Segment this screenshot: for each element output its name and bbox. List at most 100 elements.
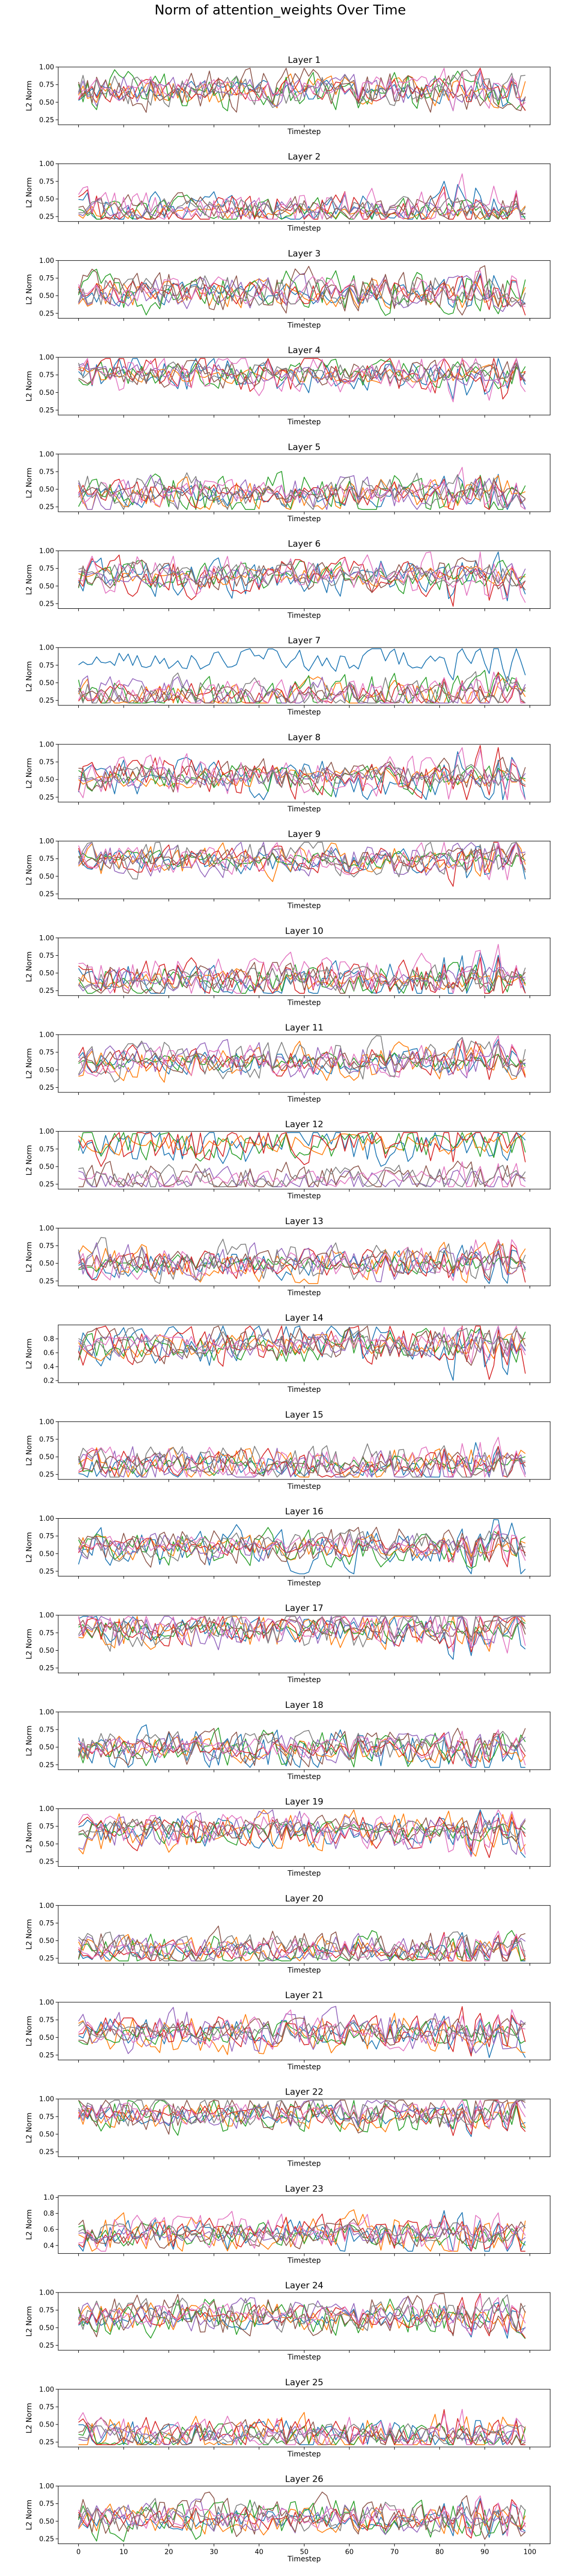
panel-layer-15: Layer 15 0.25 0.50 0.75 1.00 L2 Norm Timestep xyxy=(25,1410,551,1491)
y-axis-label: L2 Norm xyxy=(25,1822,33,1853)
series-line-8 xyxy=(78,275,526,308)
y-tick-label: 0.75 xyxy=(39,1726,54,1734)
series-line-6 xyxy=(78,359,526,389)
series-line-4 xyxy=(78,1811,526,1858)
series-line-2 xyxy=(78,2503,526,2536)
y-tick-label: 0.50 xyxy=(39,873,54,880)
series-group xyxy=(78,1132,526,1187)
panel-layer-26: Layer 26 0.25 0.50 0.75 1.00 L2 Norm 0 10 20 30 40… xyxy=(25,2474,551,2564)
y-tick-label: 0.50 xyxy=(39,2518,54,2525)
series-line-3 xyxy=(78,1619,526,1643)
panel-title: Layer 4 xyxy=(288,345,321,356)
x-axis-label: Timestep xyxy=(287,2555,321,2564)
panel-layer-19: Layer 19 0.25 0.50 0.75 1.00 L2 Norm Timestep xyxy=(25,1797,551,1878)
y-axis-label: L2 Norm xyxy=(25,1629,33,1659)
series-line-5 xyxy=(78,1166,526,1187)
series-line-8 xyxy=(78,2222,526,2243)
y-tick-label: 0.25 xyxy=(39,600,54,608)
series-line-1 xyxy=(78,952,526,994)
y-tick-label: 0.75 xyxy=(39,855,54,863)
panel-title: Layer 23 xyxy=(285,2184,323,2194)
series-line-7 xyxy=(78,944,526,994)
series-line-2 xyxy=(78,364,526,384)
series-line-1 xyxy=(78,1325,526,1381)
panel-title: Layer 14 xyxy=(285,1313,323,1323)
y-tick-label: 1.00 xyxy=(39,644,54,652)
series-line-7 xyxy=(78,1809,526,1857)
y-tick-label: 1.00 xyxy=(39,354,54,362)
y-tick-label: 0.50 xyxy=(39,389,54,397)
x-axis-label: Timestep xyxy=(287,2160,321,2168)
panel-title: Layer 10 xyxy=(285,926,323,936)
y-tick-label: 1.00 xyxy=(39,1128,54,1136)
series-line-8 xyxy=(78,1443,525,1478)
panel-title: Layer 17 xyxy=(285,1603,323,1614)
series-line-8 xyxy=(78,70,525,108)
series-line-5 xyxy=(78,199,526,219)
y-tick-label: 0.25 xyxy=(39,697,54,705)
panel-title: Layer 11 xyxy=(285,1023,323,1033)
series-line-6 xyxy=(78,2218,526,2250)
series-line-8 xyxy=(78,2498,526,2534)
series-line-8 xyxy=(78,472,526,510)
series-line-2 xyxy=(78,475,526,510)
y-axis-label: L2 Norm xyxy=(25,1242,33,1272)
panel-layer-22: Layer 22 0.25 0.50 0.75 1.00 L2 Norm Timestep xyxy=(25,2087,551,2168)
y-tick-label: 0.50 xyxy=(39,99,54,107)
y-tick-label: 1.00 xyxy=(39,1418,54,1426)
series-line-1 xyxy=(78,273,526,308)
series-group xyxy=(78,1809,526,1858)
y-tick-label: 0.75 xyxy=(39,275,54,282)
y-tick-label: 1.00 xyxy=(39,2289,54,2297)
series-line-2 xyxy=(78,1447,526,1478)
y-tick-label: 0.50 xyxy=(39,1260,54,1268)
panel-title: Layer 15 xyxy=(285,1410,323,1420)
x-tick-label: 60 xyxy=(345,2549,354,2556)
panel-layer-8: Layer 8 0.25 0.50 0.75 1.00 L2 Norm Timestep xyxy=(25,733,551,813)
panel-title: Layer 2 xyxy=(288,152,321,162)
y-tick-label: 0.75 xyxy=(39,178,54,186)
y-tick-label: 0.50 xyxy=(39,1937,54,1945)
series-group xyxy=(78,2491,526,2542)
y-tick-label: 1.00 xyxy=(39,1032,54,1039)
y-axis-label: L2 Norm xyxy=(25,468,33,498)
x-axis-label: Timestep xyxy=(287,1095,321,1104)
series-line-3 xyxy=(78,2499,526,2542)
y-tick-label: 0.75 xyxy=(39,2403,54,2411)
series-line-8 xyxy=(78,2423,526,2445)
y-tick-label: 1.00 xyxy=(39,2483,54,2490)
series-line-8 xyxy=(78,1237,526,1284)
series-line-5 xyxy=(78,1933,526,1962)
y-tick-label: 0.25 xyxy=(39,1858,54,1866)
series-line-4 xyxy=(78,2293,526,2338)
series-line-4 xyxy=(78,1531,526,1568)
series-group xyxy=(78,1325,526,1381)
x-axis-label: Timestep xyxy=(287,708,321,717)
panel-title: Layer 7 xyxy=(288,636,321,646)
y-tick-label: 0.75 xyxy=(39,565,54,573)
y-axis-label: L2 Norm xyxy=(25,274,33,305)
series-line-5 xyxy=(78,1039,526,1078)
series-line-3 xyxy=(78,2422,526,2446)
x-axis-label: Timestep xyxy=(287,612,321,620)
y-tick-label: 0.50 xyxy=(39,292,54,300)
y-axis-label: L2 Norm xyxy=(25,661,33,692)
y-axis-label: L2 Norm xyxy=(25,855,33,885)
y-axis-label: L2 Norm xyxy=(25,2403,33,2433)
y-tick-label: 0.25 xyxy=(39,1471,54,1479)
y-tick-label: 0.75 xyxy=(39,759,54,767)
series-line-8 xyxy=(78,2294,526,2333)
series-line-7 xyxy=(78,1524,526,1565)
series-line-4 xyxy=(78,275,526,315)
panel-title: Layer 3 xyxy=(288,248,321,259)
y-tick-label: 0.75 xyxy=(39,2113,54,2121)
y-tick-label: 0.25 xyxy=(39,2149,54,2156)
panel-layer-20: Layer 20 0.25 0.50 0.75 1.00 L2 Norm Timestep xyxy=(25,1893,551,1974)
x-axis-label: Timestep xyxy=(287,1483,321,1491)
panel-title: Layer 16 xyxy=(285,1507,323,1517)
y-axis-label: L2 Norm xyxy=(25,371,33,401)
series-group xyxy=(78,265,526,316)
series-line-3 xyxy=(78,2100,526,2136)
y-tick-label: 0.50 xyxy=(39,583,54,590)
